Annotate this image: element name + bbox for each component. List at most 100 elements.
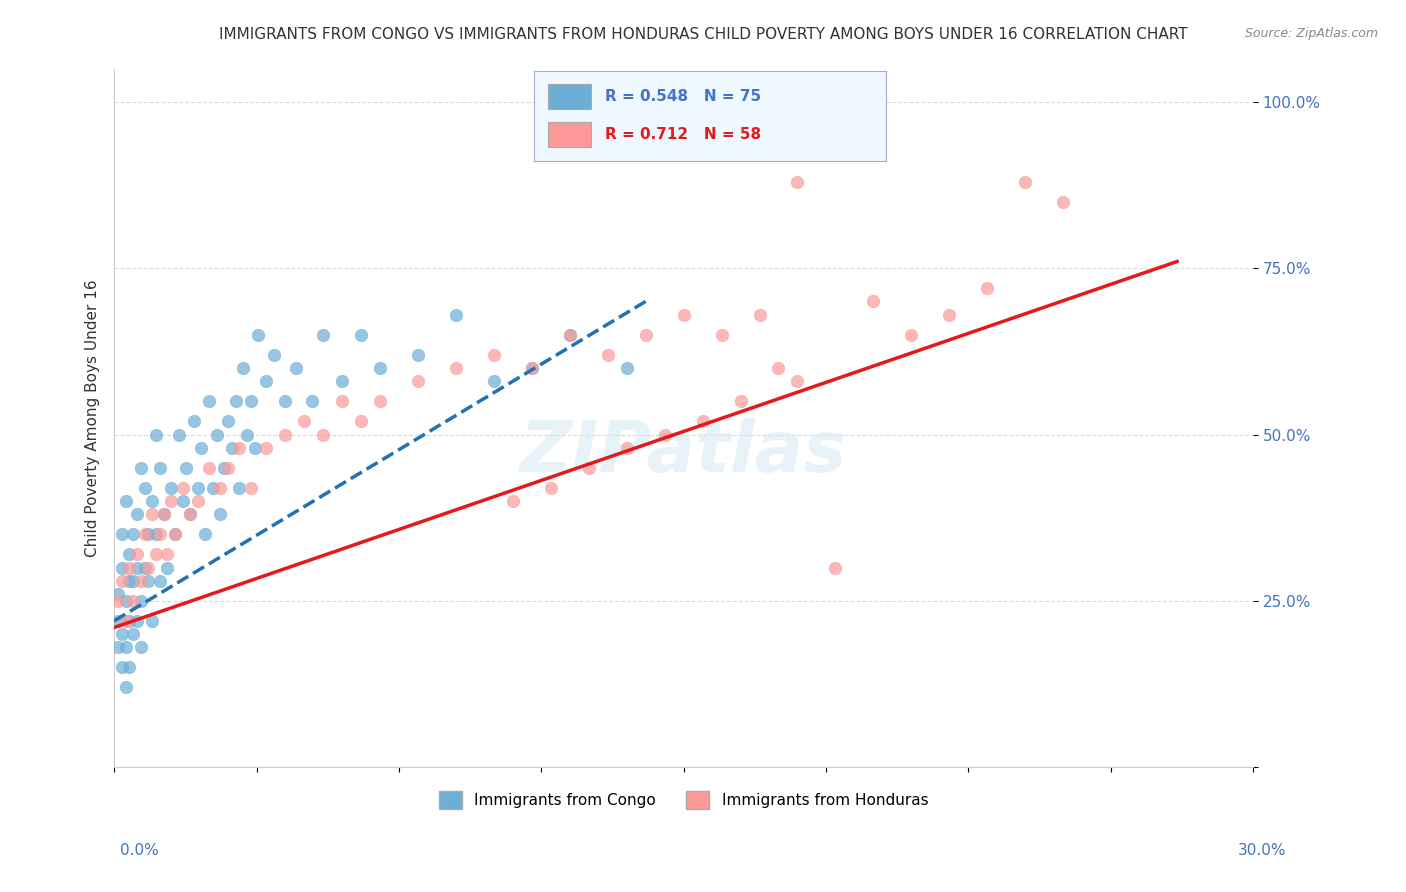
Point [285, 361, 308, 376]
Point [768, 361, 790, 376]
Point [138, 527, 160, 541]
Point [616, 361, 638, 376]
Point [274, 427, 297, 442]
Point [786, 374, 808, 388]
Point [616, 441, 638, 455]
Point [748, 308, 770, 322]
Point [201, 481, 224, 495]
Point [118, 547, 141, 561]
Point [149, 527, 172, 541]
Point [368, 361, 391, 376]
Point [172, 494, 194, 508]
Point [129, 640, 152, 655]
Point [122, 594, 145, 608]
Point [172, 481, 194, 495]
Text: 0.0%: 0.0% [120, 843, 159, 858]
Point [558, 327, 581, 342]
Y-axis label: Child Poverty Among Boys Under 16: Child Poverty Among Boys Under 16 [86, 279, 100, 557]
Point [900, 327, 922, 342]
Point [190, 441, 212, 455]
Point [125, 547, 148, 561]
Point [243, 441, 266, 455]
Point [330, 374, 353, 388]
Point [129, 460, 152, 475]
Point [482, 348, 505, 362]
Point [938, 308, 960, 322]
Point [111, 574, 134, 588]
Point [209, 508, 232, 522]
Point [239, 394, 262, 409]
FancyBboxPatch shape [548, 84, 591, 109]
Point [111, 527, 134, 541]
Point [692, 414, 714, 428]
Point [114, 594, 136, 608]
Point [217, 460, 239, 475]
Point [122, 527, 145, 541]
Point [330, 394, 353, 409]
Point [198, 460, 221, 475]
Point [114, 614, 136, 628]
Point [156, 560, 179, 574]
Point [312, 327, 335, 342]
Point [149, 574, 172, 588]
Point [149, 460, 172, 475]
Point [141, 508, 163, 522]
Point [194, 527, 217, 541]
Point [254, 441, 277, 455]
Point [520, 361, 543, 376]
Text: ZIPatlas: ZIPatlas [520, 418, 848, 487]
Point [558, 327, 581, 342]
Point [187, 481, 209, 495]
Point [167, 427, 190, 442]
Point [225, 394, 247, 409]
Point [138, 560, 160, 574]
Point [107, 614, 129, 628]
Point [118, 574, 141, 588]
Point [247, 327, 270, 342]
Point [134, 481, 156, 495]
Point [502, 494, 524, 508]
Text: R = 0.548   N = 75: R = 0.548 N = 75 [605, 89, 761, 103]
Point [179, 508, 201, 522]
Point [239, 481, 262, 495]
Point [274, 394, 297, 409]
Point [111, 560, 134, 574]
Point [152, 508, 174, 522]
Point [672, 308, 695, 322]
Point [444, 361, 467, 376]
Point [176, 460, 198, 475]
Point [152, 508, 174, 522]
Point [368, 394, 391, 409]
Point [160, 481, 183, 495]
Point [406, 348, 429, 362]
Point [228, 481, 250, 495]
Point [125, 508, 148, 522]
Point [125, 614, 148, 628]
Point [118, 560, 141, 574]
Point [198, 394, 221, 409]
Point [134, 527, 156, 541]
Point [578, 460, 600, 475]
Point [134, 560, 156, 574]
Point [214, 460, 236, 475]
Point [145, 527, 167, 541]
Point [824, 560, 846, 574]
Point [114, 681, 136, 695]
Point [862, 294, 884, 309]
Point [156, 547, 179, 561]
Point [141, 494, 163, 508]
Point [163, 527, 186, 541]
Point [236, 427, 259, 442]
Point [107, 640, 129, 655]
Point [118, 660, 141, 674]
Point [263, 348, 285, 362]
Point [145, 547, 167, 561]
Point [111, 627, 134, 641]
Point [976, 281, 998, 295]
Point [129, 594, 152, 608]
Point [118, 614, 141, 628]
Point [312, 427, 335, 442]
Point [187, 494, 209, 508]
Point [520, 361, 543, 376]
Point [540, 481, 562, 495]
